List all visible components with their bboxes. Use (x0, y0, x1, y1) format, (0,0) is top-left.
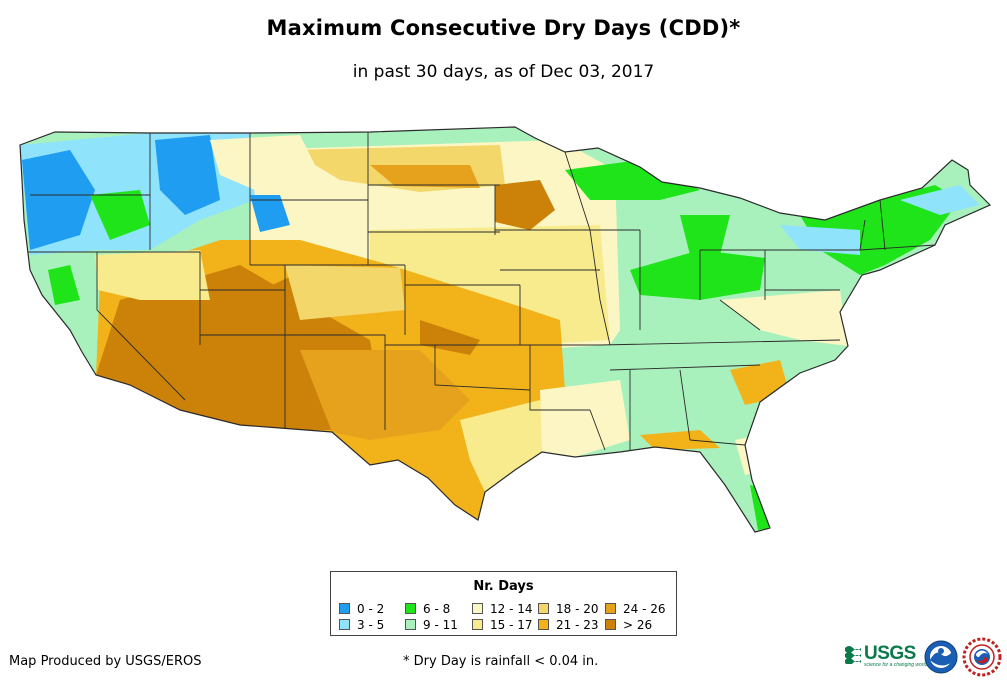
legend-swatch (339, 619, 350, 630)
nws-logo-icon (962, 637, 1002, 677)
legend-label: 21 - 23 (556, 618, 599, 632)
zone-lower-mississippi-12-14 (540, 380, 630, 457)
state-boundaries (28, 132, 936, 451)
zone-oregon-6-8 (90, 190, 150, 240)
legend-label: 12 - 14 (490, 602, 533, 616)
legend-title: Nr. Days (473, 579, 534, 594)
zone-mn-over-26 (495, 180, 555, 230)
legend-swatch (538, 619, 549, 630)
usgs-logo: USGS science for a changing world (845, 642, 927, 668)
zone-idaho-0-2 (155, 135, 220, 215)
dry-day-note: * Dry Day is rainfall < 0.04 in. (403, 654, 599, 669)
tn-ky-line (599, 339, 841, 346)
legend-swatch (605, 619, 616, 630)
ok-tx-border (434, 345, 531, 391)
legend-swatch (339, 603, 350, 614)
mn-wi-border (564, 151, 591, 231)
legend-label: 6 - 8 (423, 602, 451, 616)
legend-swatch (472, 603, 483, 614)
zone-southwest-over-26 (96, 265, 385, 430)
zone-mid-atlantic-12-14 (720, 290, 848, 346)
legend-swatch (405, 603, 416, 614)
legend-swatch (472, 619, 483, 630)
zone-coast-0-2 (22, 150, 95, 250)
zone-montana-12-14 (210, 135, 320, 190)
zone-nevada-15-17 (95, 250, 210, 300)
ny-vt-border (859, 219, 866, 251)
ca-nv-border (96, 252, 186, 401)
legend-label: 18 - 20 (556, 602, 599, 616)
ma-south-border (859, 244, 936, 251)
cdd-field (20, 127, 990, 532)
ar-la-border (529, 345, 590, 411)
cdd-map (19, 126, 992, 533)
zone-upper-michigan-6-8 (565, 160, 700, 200)
legend-swatch (605, 603, 616, 614)
zone-gulf-coast-21-23 (640, 430, 720, 450)
vt-nh-border (879, 199, 886, 251)
zone-michigan-6-8 (680, 215, 730, 255)
legend-label: 24 - 26 (623, 602, 666, 616)
zone-new-york-3-5 (780, 225, 860, 255)
us-outline (19, 126, 992, 533)
wv-va-border (719, 299, 761, 331)
zone-dakotas-24-26 (370, 165, 480, 188)
legend-swatch (405, 619, 416, 630)
tn-south-border (609, 364, 761, 371)
usgs-wordmark: USGS (864, 643, 916, 664)
noaa-logo-icon (924, 640, 958, 674)
map-credit: Map Produced by USGS/EROS (9, 654, 202, 669)
al-ga-border (679, 369, 691, 441)
usgs-tagline: science for a changing world (864, 662, 928, 668)
map-title: Maximum Consecutive Dry Days (CDD)* (266, 16, 741, 40)
zone-california-6-8 (48, 265, 80, 305)
zone-east-tx-15-17 (460, 400, 545, 492)
mississippi-river (589, 229, 611, 346)
map-subtitle: in past 30 days, as of Dec 03, 2017 (352, 62, 655, 82)
usgs-wave-icon (845, 646, 861, 664)
legend-label: > 26 (623, 618, 653, 632)
legend-label: 3 - 5 (357, 618, 385, 632)
legend-swatch (538, 603, 549, 614)
legend-label: 0 - 2 (357, 602, 385, 616)
zone-maine-3-5 (900, 185, 980, 215)
legend-label: 15 - 17 (490, 618, 533, 632)
legend: Nr. Days 0 - 2 3 - 5 6 - 8 9 - 11 12 - 1… (330, 571, 677, 636)
legend-label: 9 - 11 (423, 618, 458, 632)
zone-wyoming-0-2 (250, 195, 290, 232)
sc-ga-border (759, 379, 791, 403)
zone-colorado-18-20 (285, 265, 405, 320)
zone-ohio-valley-6-8 (630, 250, 765, 300)
fl-north-border (689, 439, 746, 446)
la-ms-border (589, 409, 606, 451)
